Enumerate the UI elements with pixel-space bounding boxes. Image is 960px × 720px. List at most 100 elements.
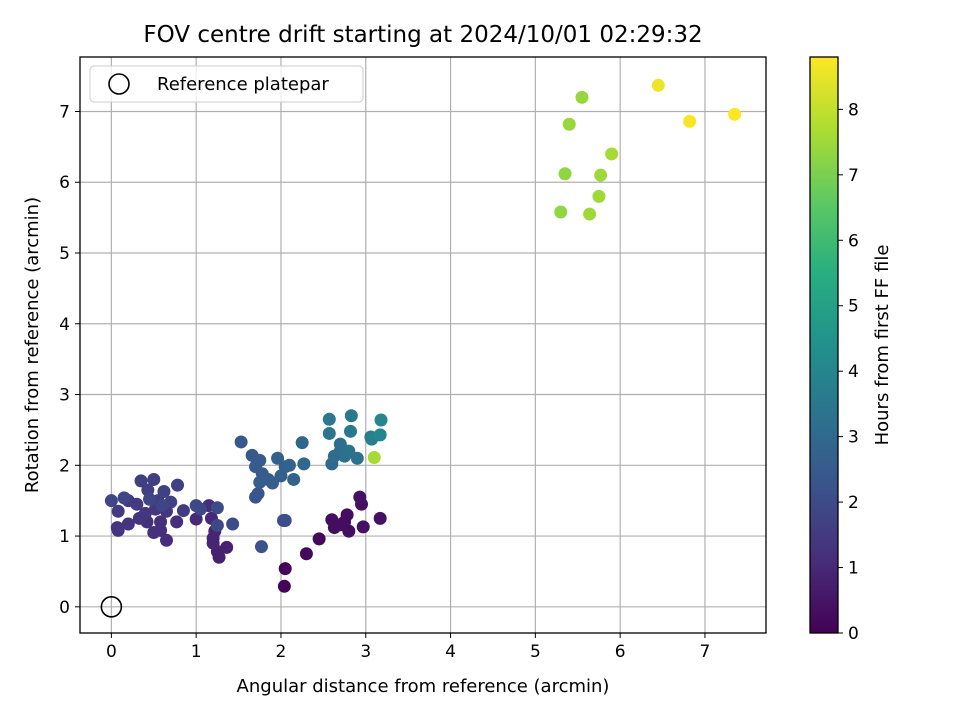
colorbar-tick-label: 5 bbox=[848, 297, 859, 317]
colorbar-tick-label: 7 bbox=[848, 166, 859, 186]
data-point bbox=[343, 424, 357, 438]
legend: Reference platepar bbox=[89, 65, 364, 103]
data-point bbox=[111, 504, 125, 518]
data-point bbox=[558, 167, 572, 181]
plot-area: 0 1 2 3 4 5 6 7 0 1 2 3 4 5 6 7 bbox=[59, 56, 767, 662]
data-point bbox=[683, 114, 697, 128]
colorbar-tick-label: 4 bbox=[848, 362, 859, 382]
x-tick-label: 3 bbox=[360, 642, 371, 662]
data-point bbox=[121, 517, 135, 531]
data-point bbox=[299, 547, 313, 561]
x-tick-label: 4 bbox=[445, 642, 456, 662]
data-point bbox=[340, 508, 354, 522]
data-point bbox=[104, 494, 118, 508]
data-point bbox=[355, 497, 369, 511]
y-tick-label: 7 bbox=[59, 102, 70, 122]
plot-background bbox=[80, 57, 766, 633]
x-axis-label: Angular distance from reference (arcmin) bbox=[237, 676, 610, 697]
data-point bbox=[138, 506, 152, 520]
data-point bbox=[367, 451, 381, 465]
legend-marker-icon bbox=[108, 73, 130, 95]
data-point bbox=[350, 451, 364, 465]
data-point bbox=[322, 412, 336, 426]
colorbar-gradient bbox=[810, 57, 838, 633]
data-point bbox=[333, 518, 347, 532]
data-point bbox=[147, 472, 161, 486]
reference-platepar-marker bbox=[100, 596, 123, 618]
colorbar-label: Hours from first FF file bbox=[872, 245, 893, 446]
data-point bbox=[110, 521, 124, 535]
colorbar-tick-label: 0 bbox=[848, 624, 859, 644]
data-point bbox=[155, 499, 169, 513]
plot-frame bbox=[79, 56, 767, 634]
y-tick-label: 0 bbox=[59, 598, 70, 618]
data-point bbox=[278, 562, 292, 576]
data-point bbox=[143, 492, 157, 506]
data-point bbox=[159, 533, 173, 547]
grid bbox=[80, 57, 766, 633]
data-point bbox=[117, 491, 131, 505]
data-point bbox=[356, 520, 370, 534]
data-point bbox=[728, 107, 742, 121]
data-point bbox=[147, 526, 161, 540]
data-point bbox=[605, 147, 619, 161]
y-tick-label: 4 bbox=[59, 315, 70, 335]
data-point bbox=[157, 484, 171, 498]
data-point bbox=[282, 458, 296, 472]
data-point bbox=[130, 497, 144, 511]
data-point bbox=[554, 205, 568, 219]
colorbar-tick-label: 3 bbox=[848, 428, 859, 448]
colorbar: 0 1 2 3 4 5 6 7 8 Hours from first FF file bbox=[809, 56, 893, 644]
data-point bbox=[271, 451, 285, 465]
colorbar-ticks: 0 1 2 3 4 5 6 7 8 bbox=[838, 100, 859, 644]
legend-label: Reference platepar bbox=[157, 74, 329, 95]
y-axis-ticks: 0 1 2 3 4 5 6 7 bbox=[59, 102, 80, 618]
data-point bbox=[373, 428, 387, 442]
data-point bbox=[322, 426, 336, 440]
colorbar-tick-label: 2 bbox=[848, 493, 859, 513]
data-point bbox=[171, 478, 185, 492]
data-point bbox=[170, 515, 184, 529]
data-point bbox=[220, 540, 234, 554]
colorbar-frame bbox=[809, 56, 839, 634]
data-point bbox=[251, 487, 265, 501]
data-point bbox=[575, 90, 589, 104]
data-point bbox=[154, 515, 168, 529]
x-tick-label: 2 bbox=[276, 642, 287, 662]
colorbar-tick-label: 6 bbox=[848, 231, 859, 251]
y-tick-label: 3 bbox=[59, 386, 70, 406]
data-point bbox=[344, 409, 358, 423]
data-point bbox=[134, 474, 148, 488]
x-tick-label: 7 bbox=[700, 642, 711, 662]
x-axis-ticks: 0 1 2 3 4 5 6 7 bbox=[106, 633, 710, 662]
colorbar-tick-label: 1 bbox=[848, 559, 859, 579]
data-point bbox=[193, 502, 207, 516]
y-tick-label: 6 bbox=[59, 173, 70, 193]
legend-box bbox=[89, 65, 364, 103]
data-point bbox=[651, 78, 665, 92]
chart-title: FOV centre drift starting at 2024/10/01 … bbox=[143, 22, 702, 48]
data-point bbox=[295, 436, 309, 450]
data-point bbox=[210, 518, 224, 532]
x-tick-label: 5 bbox=[530, 642, 541, 662]
y-tick-label: 1 bbox=[59, 527, 70, 547]
data-point bbox=[210, 501, 224, 515]
data-point bbox=[297, 457, 311, 471]
data-point bbox=[287, 472, 301, 486]
data-point bbox=[312, 532, 326, 546]
data-point bbox=[562, 117, 576, 131]
x-tick-label: 1 bbox=[191, 642, 202, 662]
data-point bbox=[374, 413, 388, 427]
y-tick-label: 5 bbox=[59, 244, 70, 264]
y-tick-label: 2 bbox=[59, 456, 70, 476]
data-point bbox=[253, 453, 267, 467]
data-point bbox=[254, 540, 268, 554]
x-tick-label: 6 bbox=[615, 642, 626, 662]
colorbar-tick-label: 8 bbox=[848, 100, 859, 120]
data-point bbox=[226, 517, 240, 531]
data-point bbox=[373, 511, 387, 525]
x-tick-label: 0 bbox=[106, 642, 117, 662]
data-point bbox=[176, 504, 190, 518]
data-points bbox=[104, 78, 742, 593]
